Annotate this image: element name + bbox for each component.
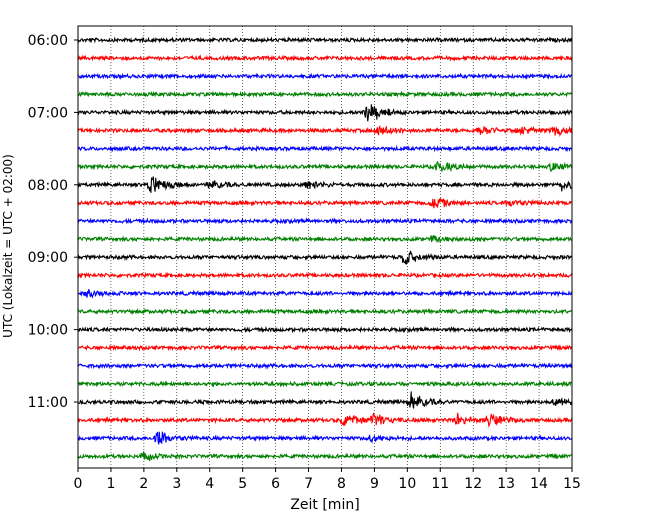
x-axis-ticks: 0 1 2 3 4 5 6 7 8 9 10 11 12 13 14 15	[74, 468, 581, 492]
trace-1015	[77, 343, 573, 352]
trace-layer	[77, 36, 573, 462]
trace-1000	[77, 325, 573, 334]
trace-0615	[77, 54, 573, 62]
y-tick-label: 11:00	[28, 395, 68, 411]
x-tick-label: 10	[398, 476, 416, 492]
x-tick-label: 0	[74, 476, 83, 492]
x-tick-label: 13	[497, 476, 515, 492]
x-tick-label: 8	[337, 476, 346, 492]
y-tick-label: 09:00	[28, 250, 68, 266]
trace-0715	[77, 124, 573, 138]
trace-1115	[77, 412, 573, 428]
trace-0900	[77, 250, 573, 265]
trace-0945	[77, 307, 573, 316]
x-tick-label: 11	[431, 476, 449, 492]
trace-0800	[77, 176, 573, 193]
x-tick-label: 4	[205, 476, 214, 492]
y-axis-label: UTC (Lokalzeit = UTC + 02:00)	[1, 154, 15, 338]
trace-0730	[77, 144, 573, 153]
x-tick-label: 2	[139, 476, 148, 492]
trace-0600	[77, 36, 573, 44]
plot-frame	[77, 25, 573, 469]
y-tick-label: 10:00	[28, 323, 68, 339]
y-tick-label: 08:00	[28, 178, 68, 194]
trace-1130	[77, 431, 573, 445]
trace-1030	[77, 362, 573, 370]
y-axis-ticks: 06:00 07:00 08:00 09:00 10:00 11:00	[28, 33, 78, 411]
trace-0700	[77, 104, 573, 122]
trace-0915	[77, 271, 573, 279]
x-tick-label: 6	[271, 476, 280, 492]
trace-0845	[77, 234, 573, 244]
x-tick-label: 1	[106, 476, 115, 492]
trace-0930	[77, 289, 573, 299]
x-tick-label: 15	[563, 476, 581, 492]
trace-0815	[77, 197, 573, 209]
y-tick-label: 07:00	[28, 105, 68, 121]
y-tick-label: 06:00	[28, 33, 68, 49]
x-tick-label: 14	[530, 476, 548, 492]
x-tick-label: 5	[238, 476, 247, 492]
x-tick-label: 3	[172, 476, 181, 492]
trace-1045	[77, 380, 573, 388]
trace-1100	[77, 391, 573, 409]
x-tick-label: 9	[370, 476, 379, 492]
x-axis-label: Zeit [min]	[290, 497, 359, 513]
trace-1145	[77, 451, 573, 462]
x-tick-label: 12	[464, 476, 482, 492]
trace-0645	[77, 90, 573, 99]
x-tick-label: 7	[304, 476, 313, 492]
trace-0830	[77, 216, 573, 225]
trace-0745	[77, 160, 573, 173]
trace-0630	[77, 72, 573, 81]
